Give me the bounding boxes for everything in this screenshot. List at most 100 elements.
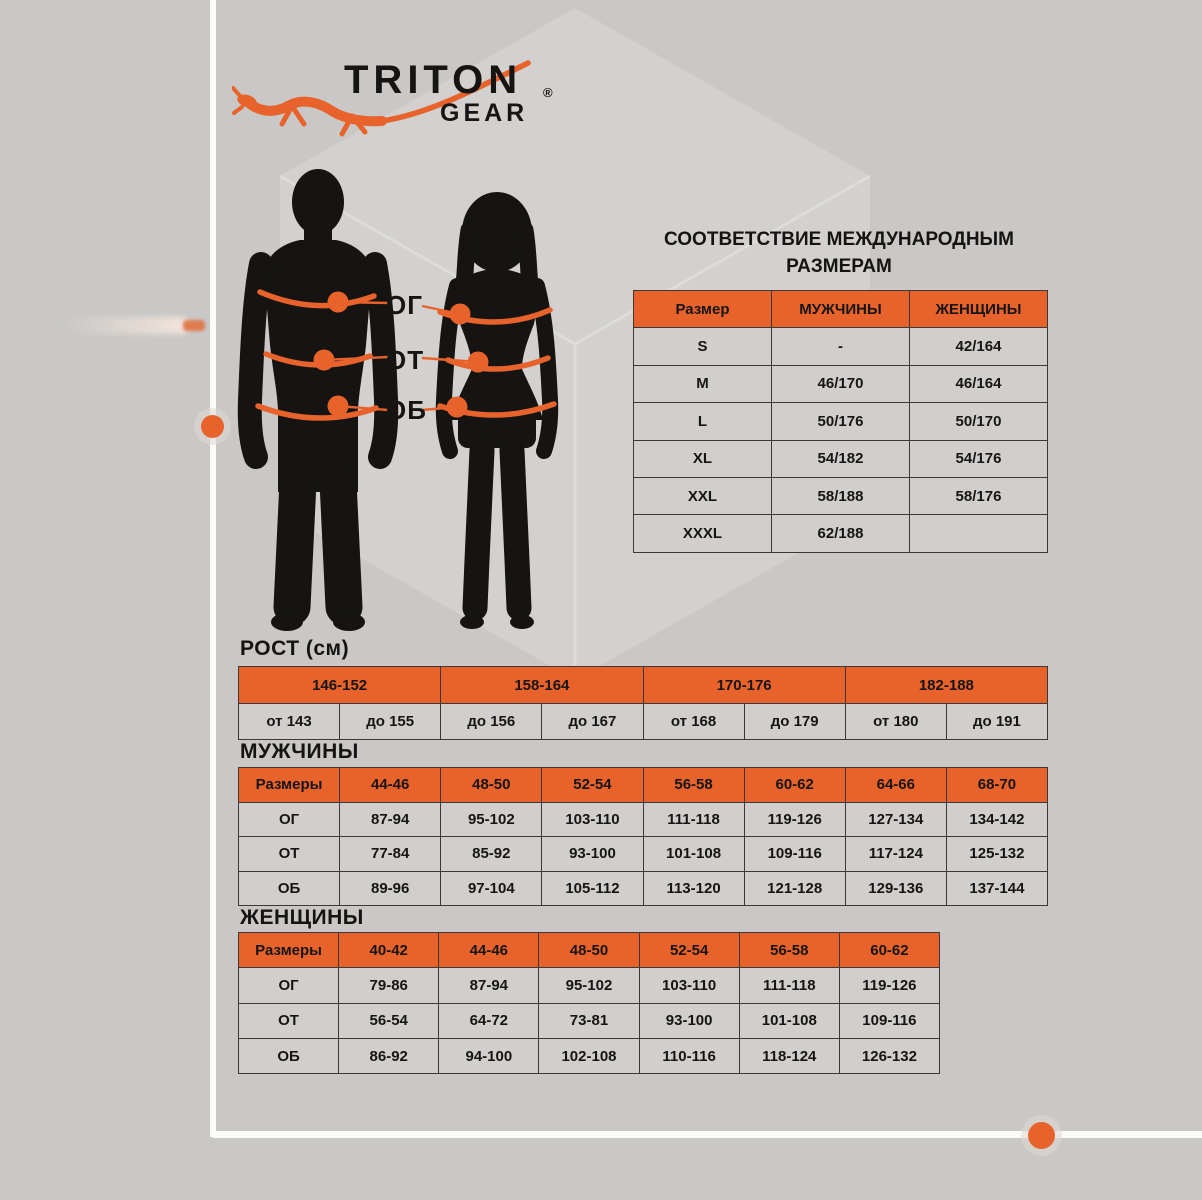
row-label-cell: XXXL	[633, 514, 772, 553]
body-measurement-figures	[237, 169, 559, 631]
table-row: XL 54/182 54/176	[633, 439, 1048, 478]
logo-brand-text: TRITON	[344, 58, 523, 102]
height-bound-cell: от 168	[642, 703, 745, 740]
header-cell: ЖЕНЩИНЫ	[909, 289, 1048, 329]
height-section-label: РОСТ (см)	[240, 637, 350, 660]
row-label-cell: ОТ	[237, 1002, 340, 1039]
table-row: S -42/164	[633, 327, 1048, 366]
header-cell: 48-50	[538, 931, 640, 969]
table-row: ОГ 87-94 95-102 103-110 111-118 119-126 127-13…	[237, 801, 1049, 838]
value-cell: 119-126	[838, 967, 941, 1004]
height-range-group-cell: 158-164	[440, 666, 644, 704]
value-cell: 86-92	[338, 1037, 440, 1075]
row-label-cell: ОБ	[237, 1037, 340, 1075]
value-cell: -	[771, 327, 910, 366]
value-cell	[909, 514, 1048, 553]
value-cell: 50/170	[909, 402, 1048, 441]
value-cell: 46/170	[771, 364, 910, 404]
value-cell: 129-136	[844, 870, 947, 907]
value-cell: 87-94	[339, 801, 442, 838]
international-size-table: Размер МУЖЧИНЫ ЖЕНЩИНЫ S -42/164 M 46/170 46/16…	[633, 289, 1048, 553]
chest-measure-label: ОГ	[386, 290, 423, 320]
table-row: M 46/170 46/164	[633, 364, 1048, 404]
table-row: ОТ 56-54 64-72 73-81 93-100 101-108 109-116	[237, 1002, 941, 1039]
male-silhouette	[237, 169, 399, 631]
female-silhouette	[435, 192, 559, 629]
row-label-cell: ОГ	[237, 801, 341, 838]
measurement-dots	[313, 291, 489, 418]
value-cell: 79-86	[338, 967, 440, 1004]
hips-measure-label: ОБ	[386, 395, 427, 425]
value-cell: 89-96	[339, 870, 442, 907]
height-table: 146-152 158-164 170-176 182-188 от 143 до 155…	[237, 666, 1049, 740]
header-cell: 60-62	[743, 767, 846, 803]
men-section-label: МУЖЧИНЫ	[240, 740, 359, 763]
value-cell: 118-124	[738, 1037, 840, 1075]
value-cell: 113-120	[642, 870, 745, 907]
value-cell: 119-126	[743, 801, 846, 838]
header-cell: 64-66	[844, 767, 947, 803]
header-cell: 44-46	[438, 931, 540, 969]
value-cell: 127-134	[844, 801, 947, 838]
value-cell: 87-94	[438, 967, 540, 1004]
value-cell: 62/188	[771, 514, 910, 553]
header-cell: Размеры	[237, 931, 340, 969]
value-cell: 93-100	[638, 1002, 740, 1039]
value-cell: 110-116	[638, 1037, 740, 1075]
value-cell: 102-108	[538, 1037, 640, 1075]
table-row: XXXL 62/188	[633, 514, 1048, 553]
table-row: ОБ 86-92 94-100 102-108 110-116 118-124 126-13…	[237, 1037, 941, 1075]
triton-gear-logo: TRITON GEAR ®	[232, 52, 562, 152]
row-label-cell: ОБ	[237, 870, 341, 907]
value-cell: 103-110	[541, 801, 644, 838]
value-cell: 103-110	[638, 967, 740, 1004]
value-cell: 109-116	[743, 836, 846, 872]
height-bound-cell: до 156	[440, 703, 543, 740]
value-cell: 105-112	[541, 870, 644, 907]
height-bound-cell: до 155	[339, 703, 442, 740]
value-cell: 58/176	[909, 476, 1048, 516]
table-row: ОГ 79-86 87-94 95-102 103-110 111-118 119-126	[237, 967, 941, 1004]
height-range-group-cell: 146-152	[237, 666, 442, 704]
value-cell: 56-54	[338, 1002, 440, 1039]
row-label-cell: ОГ	[237, 967, 340, 1004]
value-cell: 111-118	[642, 801, 745, 838]
value-cell: 101-108	[738, 1002, 840, 1039]
header-cell: Размер	[633, 289, 772, 329]
row-label-cell: XXL	[633, 476, 772, 516]
value-cell: 111-118	[738, 967, 840, 1004]
value-cell: 117-124	[844, 836, 947, 872]
value-cell: 54/182	[771, 439, 910, 478]
table-row: L 50/176 50/170	[633, 402, 1048, 441]
row-label-cell: S	[633, 327, 772, 366]
value-cell: 134-142	[945, 801, 1049, 838]
height-bound-cell: до 191	[945, 703, 1049, 740]
value-cell: 54/176	[909, 439, 1048, 478]
women-section-label: ЖЕНЩИНЫ	[240, 906, 364, 929]
header-cell: 52-54	[638, 931, 740, 969]
row-label-cell: M	[633, 364, 772, 404]
value-cell: 77-84	[339, 836, 442, 872]
value-cell: 95-102	[538, 967, 640, 1004]
accent-dot-bottom	[1028, 1122, 1055, 1149]
value-cell: 42/164	[909, 327, 1048, 366]
registered-trademark-icon: ®	[543, 85, 553, 100]
accent-dot-left	[201, 415, 224, 438]
header-cell: 44-46	[339, 767, 442, 803]
value-cell: 95-102	[440, 801, 543, 838]
table-row: ОБ 89-96 97-104 105-112 113-120 121-128 129-13…	[237, 870, 1049, 907]
value-cell: 94-100	[438, 1037, 540, 1075]
value-cell: 126-132	[838, 1037, 941, 1075]
frame-line-vertical	[210, 0, 216, 1137]
value-cell: 137-144	[945, 870, 1049, 907]
header-cell: 60-62	[838, 931, 941, 969]
value-cell: 46/164	[909, 364, 1048, 404]
header-cell: 56-58	[642, 767, 745, 803]
logo-sub-brand-text: GEAR	[440, 99, 529, 127]
height-bound-cell: до 167	[541, 703, 644, 740]
international-sizes-title: СООТВЕТСТВИЕ МЕЖДУНАРОДНЫМ РАЗМЕРАМ	[628, 226, 1050, 280]
table-row: ОТ 77-84 85-92 93-100 101-108 109-116 117-124 1…	[237, 836, 1049, 872]
value-cell: 101-108	[642, 836, 745, 872]
women-size-table: Размеры 40-42 44-46 48-50 52-54 56-58 60-62 ОГ 7…	[237, 931, 941, 1075]
